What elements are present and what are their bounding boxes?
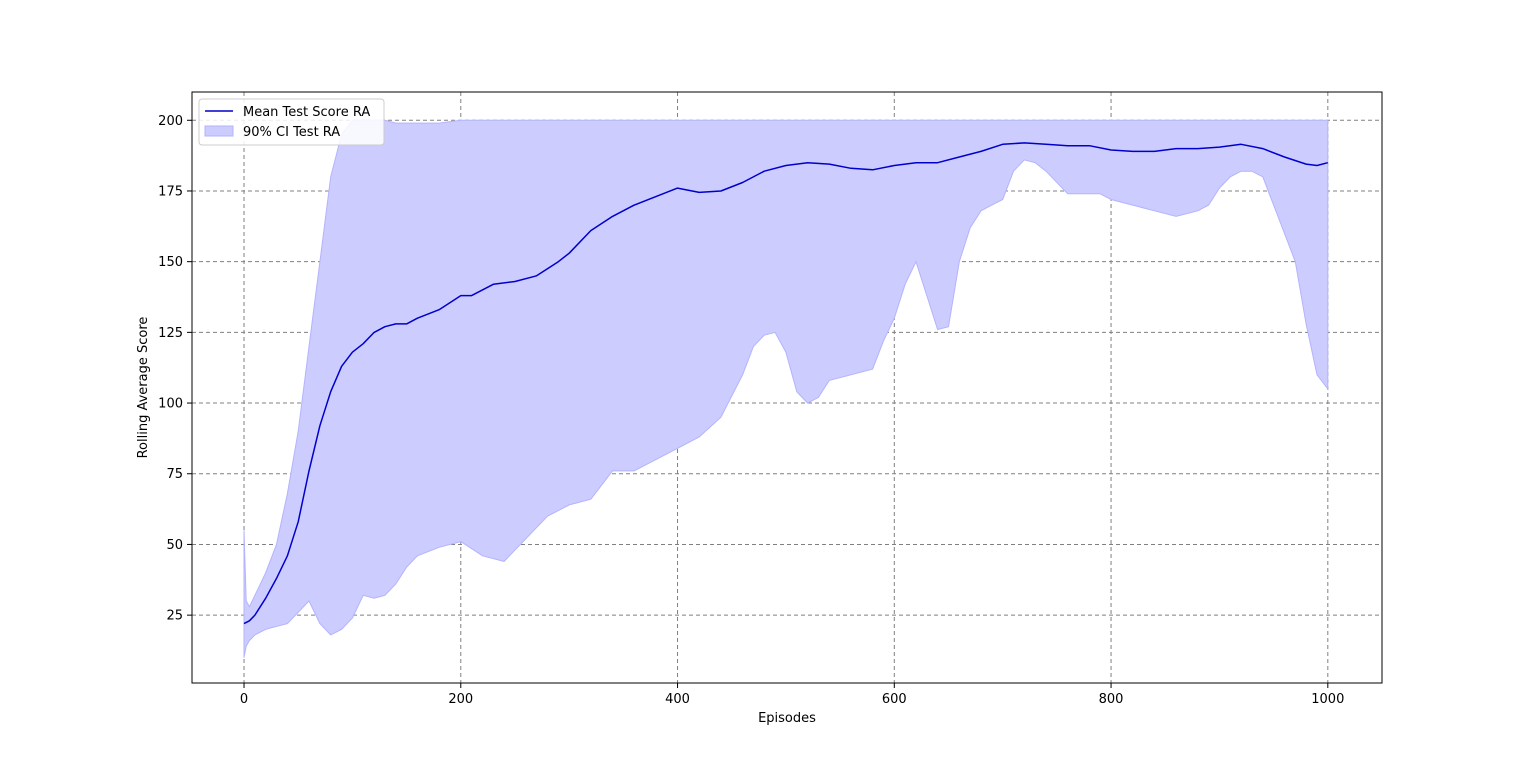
legend-swatch-ci — [204, 125, 234, 137]
y-tick-label: 25 — [166, 609, 183, 624]
plot-frame — [191, 91, 1383, 684]
x-tick-label: 600 — [882, 692, 907, 707]
ci-band-area — [243, 119, 1329, 658]
y-tick-label: 50 — [166, 538, 183, 553]
legend-label-ci: 90% CI Test RA — [243, 125, 340, 140]
mean-line — [243, 142, 1328, 625]
y-tick-label: 150 — [158, 255, 183, 270]
ci-band — [243, 119, 1329, 658]
x-axis: 0 200 400 600 800 1000 — [240, 683, 1344, 707]
x-tick-label: 200 — [448, 692, 473, 707]
legend: Mean Test Score RA 90% CI Test RA — [198, 98, 385, 146]
x-tick-label: 400 — [665, 692, 690, 707]
y-tick-label: 75 — [166, 467, 183, 482]
x-axis-title: Episodes — [758, 711, 816, 726]
y-tick-label: 125 — [158, 326, 183, 341]
x-tick-label: 1000 — [1311, 692, 1344, 707]
y-axis-title: Rolling Average Score — [136, 317, 151, 459]
y-tick-label: 100 — [158, 397, 183, 412]
x-tick-label: 800 — [1099, 692, 1124, 707]
mean-line-path — [243, 142, 1328, 625]
legend-label-mean: Mean Test Score RA — [243, 105, 370, 120]
y-axis: 25 50 75 100 125 150 175 200 — [158, 114, 192, 624]
x-tick-label: 0 — [240, 692, 248, 707]
legend-box — [198, 98, 385, 146]
y-tick-label: 200 — [158, 114, 183, 129]
y-tick-label: 175 — [158, 184, 183, 199]
